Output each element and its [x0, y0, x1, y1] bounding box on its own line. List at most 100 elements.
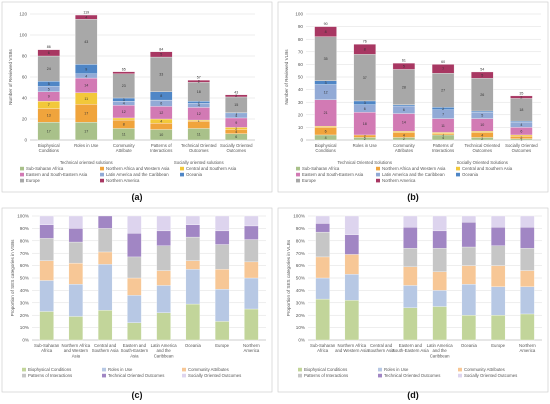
data-label: 5	[48, 87, 50, 91]
data-label: 4	[481, 133, 483, 137]
x-tick-label: Outcomes	[472, 148, 492, 153]
bar-total-label: 57	[197, 76, 201, 80]
bar-segment	[403, 285, 418, 308]
bar-segment	[432, 306, 447, 341]
group-label: Socially Oriented Solutions	[457, 160, 508, 165]
legend-label: Biophysical Conditions	[28, 367, 71, 372]
data-label: 8	[325, 30, 327, 34]
bar-segment	[150, 123, 173, 130]
y-tick-label: 40%	[296, 288, 305, 293]
legend-label: Patterns of Interactions	[304, 373, 348, 378]
data-label: 18	[519, 108, 523, 112]
data-label: 9	[235, 121, 237, 125]
bar-segment	[461, 222, 477, 248]
data-label: 11	[441, 124, 445, 128]
data-label: 2	[364, 137, 366, 141]
data-label: 21	[324, 111, 328, 115]
legend-swatch	[102, 367, 106, 372]
bars: 4621123358902218633787624146285614111722…	[314, 22, 533, 142]
panel-d: 0% 10% 20% 30% 40% 50% 60% 70% 80% 90% 100% Proport…	[277, 207, 549, 400]
data-label: 4	[520, 123, 522, 127]
bar-total-label: 43	[234, 90, 238, 94]
x-tick-label: Outcomes	[226, 148, 246, 153]
bar-segment	[68, 262, 84, 285]
legend-label: Community Attributes	[188, 367, 229, 372]
data-label: 5	[160, 53, 162, 57]
data-label: 2	[481, 137, 483, 141]
y-tick-label: 30	[298, 100, 304, 105]
data-label: 4	[442, 136, 444, 140]
bar-segment	[510, 134, 533, 137]
bar-segment	[156, 245, 171, 271]
legend-swatch	[376, 166, 380, 171]
bar-segment	[39, 224, 54, 239]
bar-segment	[97, 215, 113, 229]
bar-segment	[520, 215, 535, 228]
data-label: 9	[85, 67, 87, 71]
bar-total-label: 84	[159, 47, 163, 51]
data-label: 2	[235, 127, 237, 131]
data-label: 26	[480, 93, 484, 97]
legend: Sub-Saharan Africa Northern Africa and We…	[20, 166, 237, 183]
legend-swatch	[296, 172, 300, 177]
y-tick-label: 20	[298, 112, 304, 117]
bar-segment	[39, 215, 54, 225]
x-tick-label: Asia	[72, 353, 81, 358]
data-label: 15	[234, 103, 238, 107]
data-label: 4	[235, 114, 237, 118]
bar-segment	[344, 300, 360, 341]
bar-segment	[490, 227, 506, 246]
bar-segment	[432, 248, 447, 272]
x-tick-label: Latin America	[151, 343, 178, 348]
y-tick-label: 10	[298, 125, 304, 130]
y-tick-label: 60	[298, 62, 304, 67]
legend-label: Northern America	[382, 178, 416, 183]
bar-segment	[112, 71, 135, 74]
data-label: 7	[442, 112, 444, 116]
bar-segment	[520, 270, 535, 287]
data-label: 35	[324, 57, 328, 61]
bar-segment	[432, 230, 447, 249]
bar-segment	[185, 260, 201, 270]
legend-label: Sub-Saharan Africa	[26, 166, 64, 171]
bar-segment	[185, 236, 201, 261]
bar-total-label: 65	[122, 67, 126, 71]
bar-segment	[112, 117, 135, 121]
legend-swatch	[376, 172, 380, 177]
x-tick-label: Northern Africa	[338, 343, 367, 348]
x-tick-label: Technical Oriented	[464, 143, 500, 148]
bar-segment	[461, 215, 477, 223]
legend-swatch	[100, 172, 104, 177]
y-tick-label: 100	[19, 33, 27, 38]
y-tick-label: 60%	[296, 263, 305, 268]
bar-segment	[490, 215, 506, 228]
y-tick-label: 80	[22, 54, 28, 59]
bar-segment	[461, 265, 477, 285]
bar-segment	[39, 238, 54, 261]
bar-segment	[315, 277, 330, 300]
data-label: 10	[480, 123, 484, 127]
legend-label: Socially Oriented Outcomes	[464, 373, 517, 378]
data-label: 5	[403, 65, 405, 69]
legend-label: Patterns of Interactions	[28, 373, 72, 378]
bar-segment	[214, 289, 230, 322]
data-label: 2	[364, 135, 366, 139]
data-label: 5	[48, 82, 50, 86]
bar-segment	[244, 215, 259, 227]
panel-caption: (a)	[132, 192, 143, 202]
legend: Sub-Saharan Africa Northern Africa and We…	[296, 166, 513, 183]
bar-segment	[68, 215, 84, 229]
legend-swatch	[20, 166, 24, 171]
legend-label: Oceania	[186, 172, 203, 177]
bar-segment	[461, 246, 477, 266]
bar-segment	[315, 298, 330, 341]
data-label: 14	[84, 84, 88, 88]
y-tick-label: 90%	[20, 226, 29, 231]
bar-segment	[403, 227, 418, 249]
x-tick-label: Africa	[41, 348, 53, 353]
bars	[39, 215, 259, 341]
data-label: 33	[159, 73, 163, 77]
y-tick-label: 10%	[296, 325, 305, 330]
legend-swatch	[296, 166, 300, 171]
y-axis-label: Proportion of SES categories in VLBs	[286, 239, 291, 316]
